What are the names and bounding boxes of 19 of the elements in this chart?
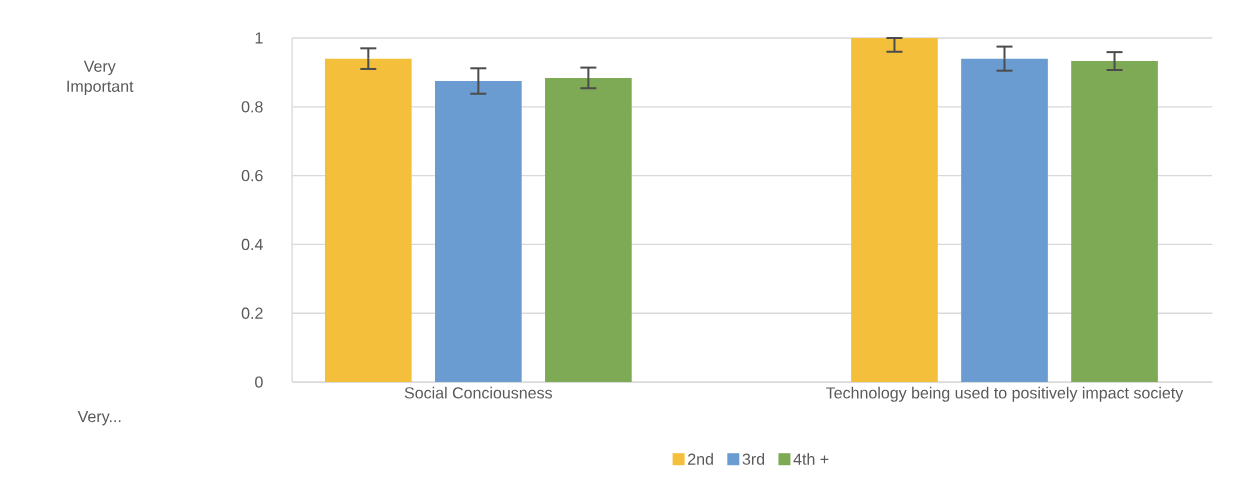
text: Very Important: [67, 60, 134, 96]
x-tick-label: Social Conciousness: [404, 386, 552, 399]
bar: [324, 58, 412, 383]
bar: [545, 77, 632, 383]
y-tick-label: 0: [255, 376, 263, 388]
x-tick-label: Technology being used to positively impact society: [826, 386, 1184, 402]
bar: [1071, 60, 1158, 383]
bar: [851, 37, 938, 383]
y-tick-label: 0.4: [241, 238, 263, 251]
legend-label: 4th +: [793, 453, 829, 465]
legend-label: 2nd: [688, 453, 713, 465]
y-tick-label: 0.8: [241, 101, 263, 113]
bar: [435, 80, 522, 383]
bar: [961, 58, 1048, 383]
y-tick-label: 0.6: [241, 169, 263, 182]
legend-label: 3rd: [742, 453, 765, 465]
text: Very...: [77, 411, 121, 426]
y-tick-label: 1: [255, 32, 263, 44]
y-tick-label: 0.2: [241, 307, 263, 319]
